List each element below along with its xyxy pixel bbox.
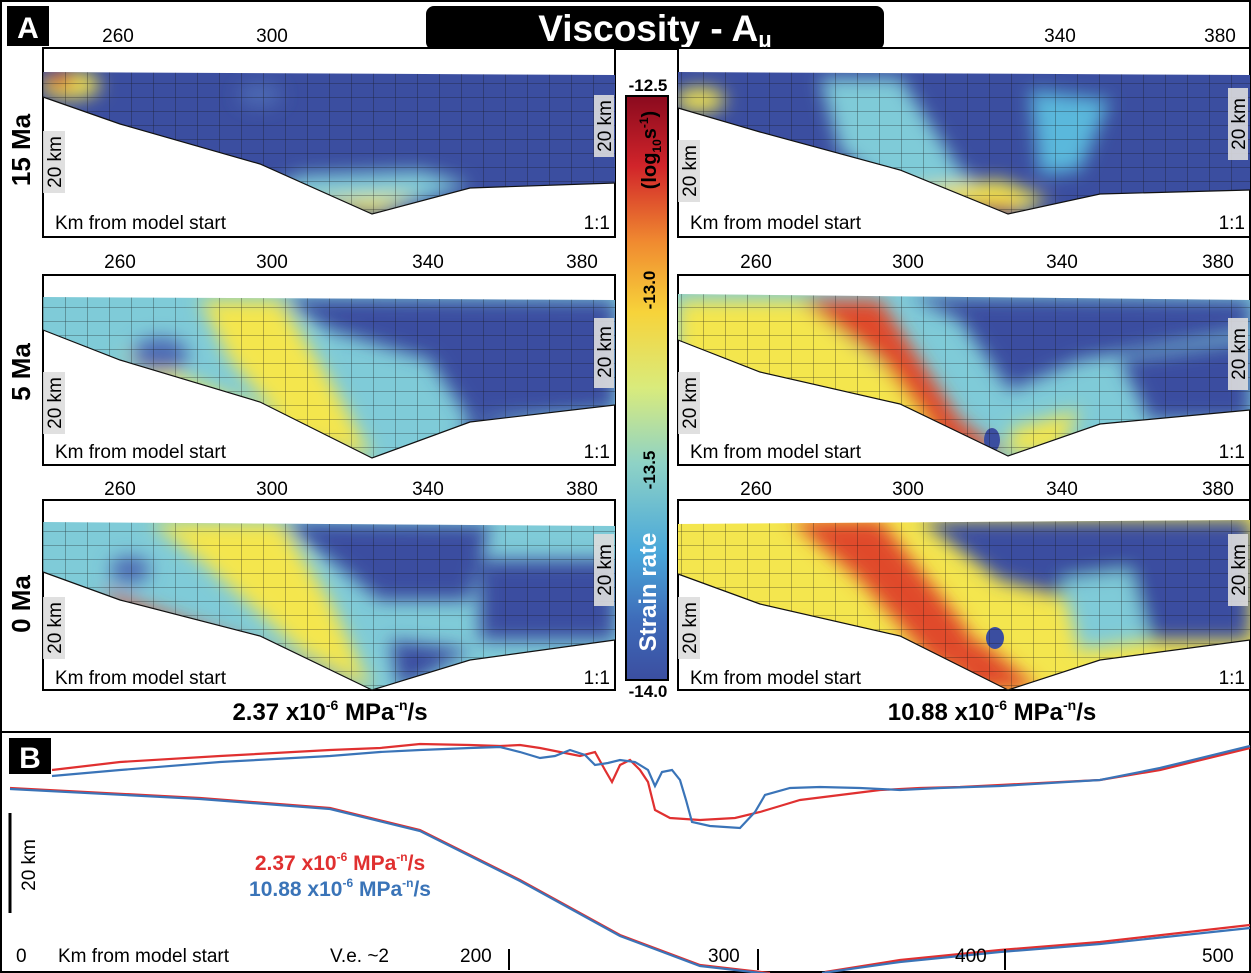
tick-label: 380 bbox=[566, 479, 598, 500]
panel-b-label: B bbox=[19, 742, 41, 775]
column-label-left: 2.37 x10-6 MPa-n/s bbox=[232, 697, 427, 726]
legend-blue: 10.88 x10-6 MPa-n/s bbox=[249, 876, 431, 901]
tick-label: 340 bbox=[412, 479, 444, 500]
tick-label: 260 bbox=[740, 479, 772, 500]
tick-label: 340 bbox=[1046, 252, 1078, 273]
depth-label: 20 km bbox=[1229, 98, 1250, 150]
depth-label: 20 km bbox=[45, 136, 66, 188]
tick-label: 300 bbox=[256, 26, 288, 47]
tick-labels-left-0ma: 260 300 340 380 bbox=[104, 479, 598, 500]
depth-label: 20 km bbox=[1229, 328, 1250, 380]
tick-label: 340 bbox=[1044, 26, 1076, 47]
colorbar-bar bbox=[625, 95, 669, 681]
panel-b-ve: V.e. ~2 bbox=[330, 946, 389, 967]
colorbar-tick: -13.0 bbox=[640, 271, 659, 310]
series-blue-basal bbox=[9, 787, 771, 973]
series-blue-lower-right bbox=[821, 926, 1251, 973]
time-label-5ma: 5 Ma bbox=[6, 343, 36, 401]
scale-label: 1:1 bbox=[1219, 213, 1245, 234]
axis-label: Km from model start bbox=[690, 668, 862, 689]
scale-label: 1:1 bbox=[584, 668, 610, 689]
depth-label: 20 km bbox=[1229, 544, 1250, 596]
colorbar-tick: -13.5 bbox=[640, 451, 659, 490]
panel-annotations: Km from model start 1:1 20 km 20 km Km f… bbox=[43, 88, 1250, 689]
tick-label: 260 bbox=[104, 479, 136, 500]
column-label-right: 10.88 x10-6 MPa-n/s bbox=[888, 697, 1096, 726]
tick-label: 300 bbox=[256, 252, 288, 273]
panel-right-15ma bbox=[677, 47, 1251, 238]
legend-red: 2.37 x10-6 MPa-n/s bbox=[255, 850, 425, 875]
tick-label: 380 bbox=[1202, 479, 1234, 500]
tick-label: 300 bbox=[892, 479, 924, 500]
panel-b-xlabel: Km from model start bbox=[58, 946, 230, 967]
tick-label: 300 bbox=[256, 479, 288, 500]
depth-label: 20 km bbox=[595, 100, 616, 152]
depth-label: 20 km bbox=[45, 377, 66, 429]
panel-right-5ma bbox=[677, 274, 1251, 466]
tick-labels-right-5ma: 260 300 340 380 bbox=[740, 252, 1234, 273]
colorbar-title: Strain rate bbox=[635, 533, 662, 652]
series-blue-top bbox=[51, 744, 1251, 830]
panel-left-5ma bbox=[42, 274, 616, 466]
tick-label: 380 bbox=[1202, 252, 1234, 273]
tick-label: 380 bbox=[566, 252, 598, 273]
title-subscript: μ bbox=[758, 27, 771, 52]
tick-labels-left-15ma: 260 300 bbox=[102, 26, 288, 47]
depth-label: 20 km bbox=[595, 326, 616, 378]
panel-right-0ma bbox=[677, 499, 1251, 691]
panel-b-tick-200: 200 bbox=[460, 946, 492, 967]
depth-label: 20 km bbox=[595, 544, 616, 596]
panel-b-depth-label: 20 km bbox=[19, 839, 40, 891]
series-red-lower-right bbox=[824, 923, 1251, 973]
panel-a-label: A bbox=[17, 12, 39, 45]
panel-left-0ma bbox=[42, 499, 616, 691]
tick-labels-right-15ma: 340 380 bbox=[1044, 26, 1236, 47]
axis-label: Km from model start bbox=[55, 442, 227, 463]
scale-label: 1:1 bbox=[584, 442, 610, 463]
depth-label: 20 km bbox=[680, 602, 701, 654]
scale-label: 1:1 bbox=[1219, 442, 1245, 463]
tick-label: 260 bbox=[104, 252, 136, 273]
time-label-15ma: 15 Ma bbox=[6, 113, 36, 186]
panel-a-label-box bbox=[7, 6, 49, 46]
panel-b-label-box bbox=[9, 738, 51, 774]
time-labels: 15 Ma 5 Ma 0 Ma bbox=[6, 113, 36, 633]
time-label-0ma: 0 Ma bbox=[6, 575, 36, 633]
axis-label: Km from model start bbox=[55, 668, 227, 689]
tick-label: 380 bbox=[1204, 26, 1236, 47]
panel-b-tick-300: 300 bbox=[708, 946, 740, 967]
tick-label: 340 bbox=[1046, 479, 1078, 500]
axis-label: Km from model start bbox=[55, 213, 227, 234]
tick-label: 340 bbox=[412, 252, 444, 273]
colorbar-tick: -14.0 bbox=[629, 682, 668, 701]
tick-labels-left-5ma: 260 300 340 380 bbox=[104, 252, 598, 273]
scale-label: 1:1 bbox=[584, 213, 610, 234]
tick-labels-right-0ma: 260 300 340 380 bbox=[740, 479, 1234, 500]
scale-label: 1:1 bbox=[1219, 668, 1245, 689]
depth-label: 20 km bbox=[680, 377, 701, 429]
depth-label: 20 km bbox=[680, 145, 701, 197]
panel-b: 20 km 0 Km from model start V.e. ~2 200 … bbox=[8, 742, 1251, 973]
title-box bbox=[426, 6, 884, 50]
panel-b-tick-0: 0 bbox=[16, 946, 27, 967]
colorbar-tick: -12.5 bbox=[629, 76, 668, 95]
depth-label: 20 km bbox=[45, 602, 66, 654]
colorbar: -12.5 -13.0 -13.5 -14.0 Strain rate (log… bbox=[625, 76, 669, 701]
axis-label: Km from model start bbox=[690, 442, 862, 463]
colorbar-unit: (log10s-1) bbox=[637, 111, 664, 189]
tick-label: 260 bbox=[102, 26, 134, 47]
panel-left-15ma bbox=[42, 47, 616, 238]
figure-title: Viscosity - Aμ bbox=[538, 8, 772, 52]
axis-label: Km from model start bbox=[690, 213, 862, 234]
tick-label: 300 bbox=[892, 252, 924, 273]
panel-b-tick-400: 400 bbox=[955, 946, 987, 967]
panel-b-tick-500: 500 bbox=[1202, 946, 1234, 967]
tick-label: 260 bbox=[740, 252, 772, 273]
